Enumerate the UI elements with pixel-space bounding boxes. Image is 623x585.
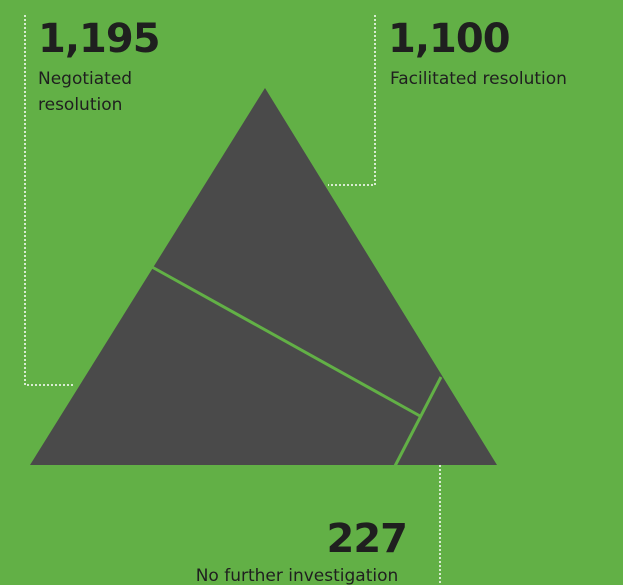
leader-line [24,15,75,386]
divider [393,376,443,467]
divider [151,265,421,418]
value: 1,100 [388,16,510,62]
label: resolution [38,95,122,115]
label: Negotiated [38,69,132,89]
label: Facilitated resolution [390,69,567,89]
label: No further investigation [196,566,399,585]
value: 1,195 [38,16,160,62]
triangle [30,88,497,465]
leader-line [328,15,376,186]
value: 227 [327,516,408,562]
